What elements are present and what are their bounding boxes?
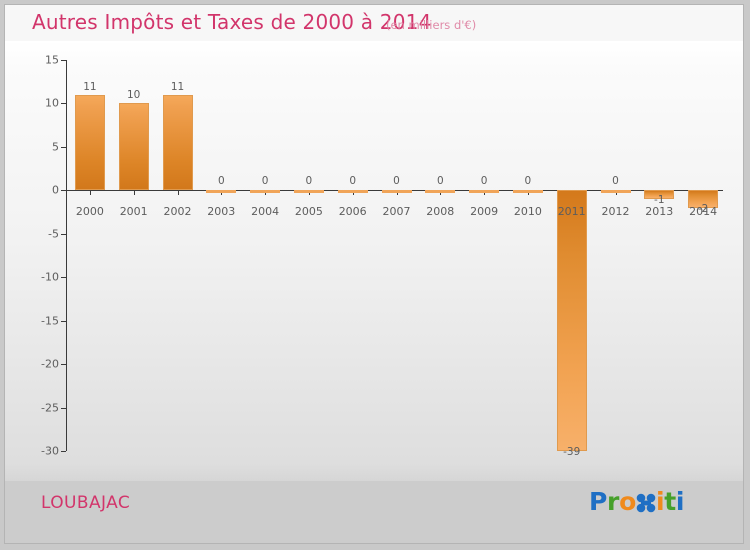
bar-value-label: 0 (349, 175, 357, 188)
bar-value-label: 10 (127, 89, 141, 102)
bar-value-label: -39 (563, 446, 581, 458)
y-axis-tick-label: -15 (41, 314, 59, 328)
bar-value-label: 11 (83, 80, 97, 93)
y-axis-tick-label: -25 (41, 401, 59, 415)
bar-2006[interactable] (337, 190, 368, 194)
chart-footer: LOUBAJAC Pro iti (5, 481, 743, 543)
bar-value-label: 11 (170, 80, 185, 93)
y-axis-tick (61, 320, 66, 322)
logo-letter: o (619, 487, 636, 516)
bar-2007[interactable] (381, 190, 412, 194)
y-axis-labels: 15 10 5 0 -5 -10 -15 -20 -25 -30 (31, 54, 59, 458)
x-axis-tick (177, 190, 179, 195)
bar-2002[interactable] (162, 94, 193, 191)
bar-value-label: 0 (524, 175, 532, 188)
bar-value-label: 0 (393, 175, 400, 188)
y-axis-line (66, 60, 67, 451)
bar-value-label: -2 (697, 202, 709, 215)
bar-2008[interactable] (425, 190, 456, 194)
bar-value-label: 0 (305, 175, 313, 188)
logo-letter: t (664, 487, 676, 516)
chart-unit-subtitle: (en milliers d'€) (386, 18, 477, 32)
chart-header: Autres Impôts et Taxes de 2000 à 2014 (e… (5, 5, 743, 41)
y-axis-tick (61, 60, 66, 61)
bar-value-label: 0 (480, 175, 488, 188)
y-axis-tick-label: -10 (41, 270, 59, 284)
page-title: Autres Impôts et Taxes de 2000 à 2014 (32, 10, 432, 34)
y-axis-tick-label: -5 (48, 227, 59, 241)
bar-2001[interactable] (118, 103, 149, 191)
y-axis-tick (61, 451, 66, 452)
bar-2011[interactable] (556, 190, 587, 451)
y-axis-tick (61, 190, 66, 192)
bar-2005[interactable] (293, 190, 324, 194)
logo-x-icon (636, 490, 656, 514)
y-axis-tick (61, 103, 66, 105)
y-axis-tick (61, 407, 66, 409)
bar-2014[interactable] (688, 190, 719, 208)
y-axis-tick (61, 233, 66, 235)
bar-value-label: -1 (654, 194, 665, 207)
chart-frame: Autres Impôts et Taxes de 2000 à 2014 (e… (4, 4, 744, 544)
plot-area: 11 10 11 0 0 0 0 0 0 0 0 -39 0 -1 -2 (61, 60, 723, 458)
bar-2009[interactable] (469, 190, 500, 194)
y-axis-tick-label: -20 (41, 357, 59, 371)
bar-2004[interactable] (250, 190, 281, 194)
y-axis-tick (61, 277, 66, 279)
bar-value-label: 0 (612, 175, 619, 188)
bar-value-label: 0 (436, 175, 444, 188)
logo-letter: i (655, 487, 665, 516)
y-axis-tick-label: 5 (52, 140, 59, 154)
bar-2013[interactable] (644, 190, 675, 200)
logo-letter: r (607, 487, 620, 516)
x-axis-tick (89, 190, 91, 195)
bar-2000[interactable] (74, 94, 105, 191)
bar-value-label: 0 (217, 175, 225, 188)
proxiti-logo[interactable]: Pro iti (589, 487, 684, 516)
y-axis-tick-label: 10 (45, 96, 59, 110)
x-axis-tick (133, 190, 135, 195)
bar-value-label: 0 (261, 175, 269, 188)
y-axis-tick (61, 146, 66, 148)
bar-2003[interactable] (206, 190, 237, 194)
bar-2012[interactable] (600, 190, 631, 194)
y-axis-tick-label: 0 (52, 183, 59, 197)
bar-2010[interactable] (512, 190, 543, 194)
commune-name: LOUBAJAC (41, 493, 131, 513)
logo-letter: i (675, 487, 685, 516)
logo-letter: P (589, 487, 608, 516)
y-axis-tick (61, 364, 66, 366)
y-axis-tick-label: -30 (41, 444, 59, 458)
chart-canvas: 15 10 5 0 -5 -10 -15 -20 -25 -30 11 10 11 0 0 0 0 0 0 0 0 -3… (5, 41, 743, 481)
y-axis-tick-label: 15 (45, 53, 59, 67)
